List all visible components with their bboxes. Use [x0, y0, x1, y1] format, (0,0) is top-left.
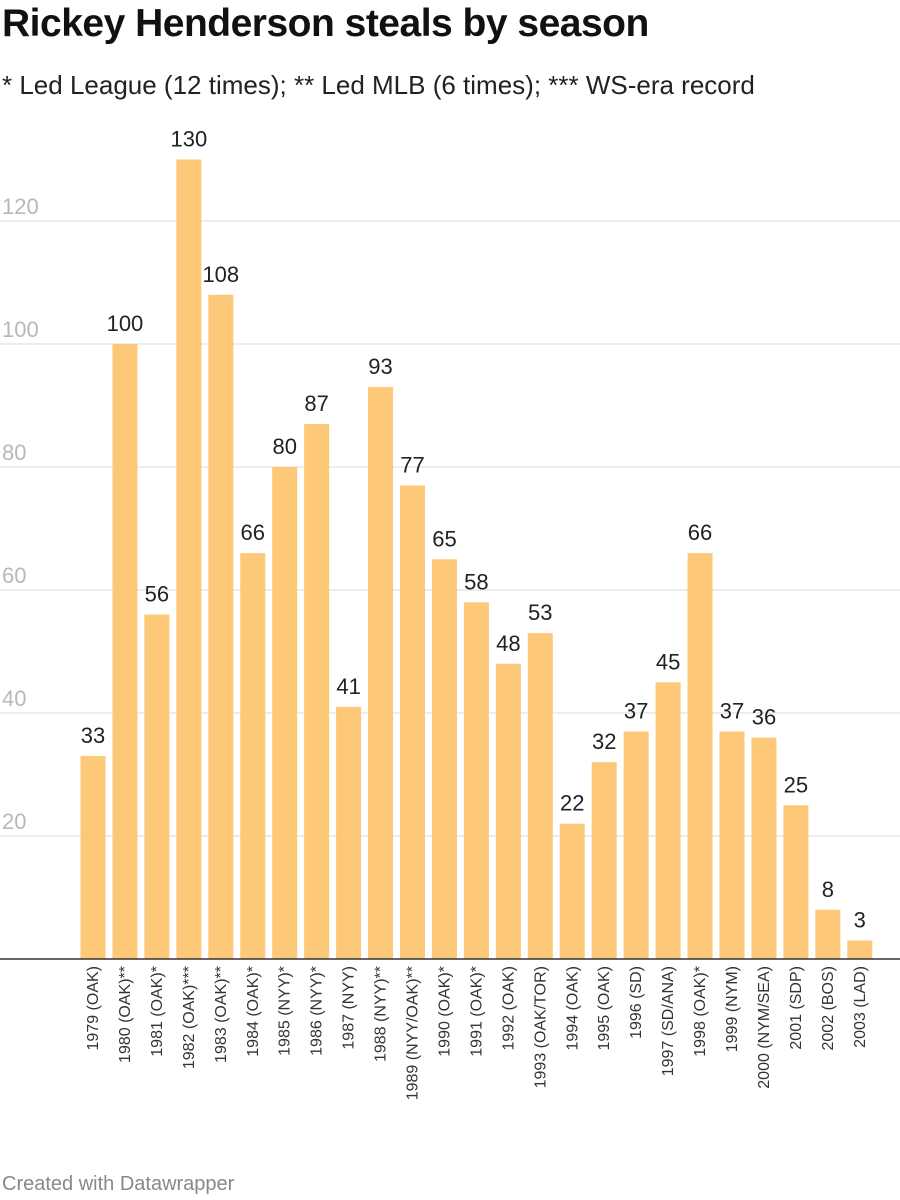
- x-tick-label: 2000 (NYM/SEA): [756, 966, 773, 1089]
- y-tick-label: 20: [2, 809, 26, 834]
- x-tick-label: 2001 (SDP): [788, 966, 805, 1050]
- x-tick-label: 1990 (OAK)*: [436, 966, 453, 1057]
- bar: [591, 762, 617, 959]
- bar-value-label: 22: [560, 791, 584, 816]
- bar-value-label: 93: [368, 354, 392, 379]
- x-tick-label: 1992 (OAK): [500, 966, 517, 1050]
- bar-value-label: 8: [822, 877, 834, 902]
- bar-value-label: 66: [241, 520, 265, 545]
- bar-value-label: 130: [170, 127, 207, 152]
- bar: [527, 633, 553, 959]
- x-tick-label: 1989 (NYY/OAK)**: [405, 966, 422, 1100]
- chart-title: Rickey Henderson steals by season: [2, 2, 649, 45]
- chart-subtitle: * Led League (12 times); ** Led MLB (6 t…: [2, 70, 755, 100]
- bar-value-label: 66: [688, 520, 712, 545]
- bar: [112, 344, 138, 959]
- bar: [400, 485, 425, 959]
- x-tick-label: 1999 (NYM): [724, 966, 741, 1052]
- bar: [240, 553, 266, 959]
- x-tick-label: 1984 (OAK)*: [245, 966, 262, 1057]
- footer-credit: Created with Datawrapper: [2, 1173, 235, 1195]
- x-tick-label: 2003 (LAD): [852, 966, 869, 1048]
- bar: [751, 737, 777, 959]
- bar-value-label: 3: [854, 908, 866, 933]
- bar: [687, 553, 713, 959]
- y-tick-label: 120: [2, 194, 39, 219]
- x-tick-label: 1998 (OAK)*: [692, 966, 709, 1057]
- bar: [655, 682, 681, 959]
- bar-value-label: 77: [400, 452, 424, 477]
- bar-value-label: 53: [528, 600, 552, 625]
- x-tick-label: 1987 (NYY): [341, 966, 358, 1050]
- bar: [623, 731, 649, 959]
- bar-value-label: 32: [592, 729, 616, 754]
- bar: [719, 731, 745, 959]
- bar-value-label: 58: [464, 569, 488, 594]
- bar: [431, 559, 457, 959]
- y-tick-label: 40: [2, 686, 26, 711]
- x-tick-label: 1996 (SD): [628, 966, 645, 1039]
- x-tick-label: 1983 (OAK)**: [213, 966, 230, 1063]
- bar-value-label: 65: [432, 526, 456, 551]
- x-tick-label: 1982 (OAK)***: [181, 966, 198, 1069]
- x-tick-label: 1997 (SD/ANA): [660, 966, 677, 1076]
- bar: [815, 909, 841, 959]
- y-tick-label: 100: [2, 317, 39, 342]
- bar: [559, 823, 585, 959]
- bar: [304, 423, 330, 959]
- bar: [208, 294, 234, 959]
- x-tick-label: 1985 (NYY)*: [277, 966, 294, 1056]
- bar: [495, 663, 521, 959]
- x-tick-label: 1986 (NYY)*: [309, 966, 326, 1056]
- bar-value-label: 45: [656, 649, 680, 674]
- bar: [144, 614, 170, 959]
- x-tick-label: 1981 (OAK)*: [149, 966, 166, 1057]
- bars: [80, 159, 873, 959]
- x-tick-label: 1994 (OAK): [564, 966, 581, 1050]
- bar-value-label: 33: [81, 723, 105, 748]
- bar-value-label: 25: [784, 772, 808, 797]
- bar: [463, 602, 489, 959]
- bar: [176, 159, 202, 959]
- bar-value-label: 80: [272, 434, 296, 459]
- x-tick-label: 1988 (NYY)**: [373, 966, 390, 1062]
- bar-value-label: 37: [720, 698, 744, 723]
- y-tick-label: 80: [2, 440, 26, 465]
- bar-value-label: 56: [145, 582, 169, 607]
- bar-value-labels: 33 100 56 130 108 66 80 87 41 93 77 65 58 48 53 22 32 37 4…: [81, 127, 866, 933]
- bar-value-label: 37: [624, 698, 648, 723]
- x-tick-label: 1991 (OAK)*: [468, 966, 485, 1057]
- bar: [847, 940, 873, 959]
- bar-value-label: 100: [107, 311, 144, 336]
- bar-value-label: 41: [336, 674, 360, 699]
- bar: [336, 706, 362, 959]
- y-tick-label: 60: [2, 563, 26, 588]
- bar-value-label: 87: [304, 391, 328, 416]
- x-tick-label: 1979 (OAK): [85, 966, 102, 1050]
- x-tick-label: 2002 (BOS): [820, 966, 837, 1050]
- bar-value-label: 108: [202, 262, 239, 287]
- x-axis-tick-labels: 1979 (OAK) 1980 (OAK)** 1981 (OAK)* 1982 (O…: [85, 966, 869, 1100]
- bar: [783, 805, 809, 959]
- bar: [80, 756, 106, 959]
- bar: [368, 387, 394, 959]
- bar: [272, 467, 298, 959]
- x-tick-label: 1995 (OAK): [596, 966, 613, 1050]
- x-tick-label: 1993 (OAK/TOR): [532, 966, 549, 1088]
- bar-value-label: 36: [752, 705, 776, 730]
- bar-value-label: 48: [496, 631, 520, 656]
- x-tick-label: 1980 (OAK)**: [117, 966, 134, 1063]
